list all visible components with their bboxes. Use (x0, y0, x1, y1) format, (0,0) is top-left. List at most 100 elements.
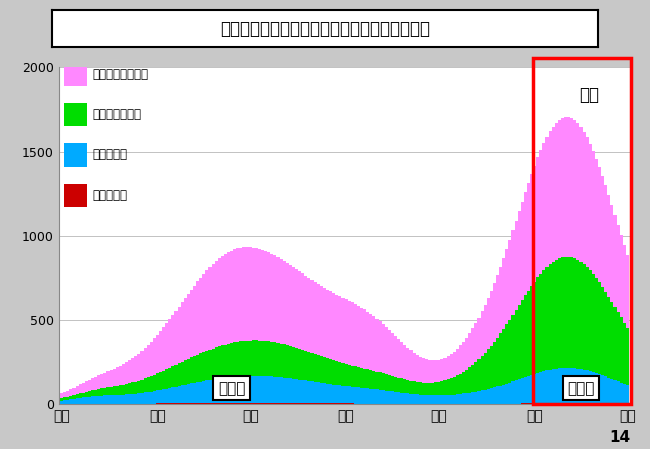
Bar (415, 382, 419, 394)
Bar (348, 387, 351, 404)
Bar (378, 321, 382, 372)
Bar (147, 345, 150, 377)
Bar (125, 362, 128, 384)
Bar (456, 349, 459, 375)
Bar (573, 403, 577, 404)
Bar (289, 346, 292, 378)
Bar (508, 320, 512, 383)
Bar (577, 403, 580, 404)
Bar (224, 254, 227, 344)
Bar (304, 380, 307, 403)
Bar (406, 380, 410, 393)
Text: ：重症者数: ：重症者数 (93, 189, 128, 202)
Bar (233, 377, 237, 403)
Bar (450, 395, 452, 404)
Bar (478, 359, 480, 391)
Bar (617, 312, 619, 382)
Bar (307, 403, 311, 404)
Bar (165, 323, 168, 369)
Bar (280, 403, 283, 404)
Text: ：宿泊療養者数: ：宿泊療養者数 (93, 108, 142, 121)
Bar (184, 361, 187, 385)
Bar (487, 298, 490, 349)
Bar (413, 394, 415, 404)
Bar (100, 374, 103, 388)
Bar (112, 369, 116, 387)
Bar (174, 387, 177, 403)
Bar (385, 391, 388, 404)
Bar (276, 403, 280, 404)
Bar (270, 254, 274, 342)
Bar (533, 166, 536, 282)
Bar (397, 339, 400, 378)
Bar (502, 385, 505, 404)
Bar (335, 403, 338, 404)
Bar (224, 378, 227, 403)
Bar (218, 258, 221, 346)
Bar (332, 403, 335, 404)
Bar (394, 392, 397, 404)
Bar (82, 397, 85, 404)
Bar (150, 376, 153, 392)
Bar (437, 382, 440, 395)
Bar (313, 354, 317, 382)
Bar (533, 282, 536, 374)
Bar (419, 382, 422, 395)
Bar (137, 393, 140, 404)
Bar (372, 316, 376, 371)
Bar (586, 403, 589, 404)
Bar (230, 377, 233, 403)
FancyBboxPatch shape (64, 184, 87, 207)
Bar (239, 248, 242, 341)
Bar (595, 403, 598, 404)
Bar (97, 375, 100, 389)
Bar (558, 368, 561, 403)
Bar (626, 255, 629, 328)
Bar (533, 374, 536, 403)
Bar (131, 358, 135, 383)
Bar (521, 300, 524, 378)
Bar (410, 350, 413, 381)
Bar (292, 267, 295, 347)
Bar (116, 386, 119, 395)
Bar (366, 388, 369, 404)
Bar (552, 262, 554, 369)
Bar (521, 378, 524, 404)
Bar (487, 349, 490, 389)
Bar (378, 372, 382, 390)
Bar (246, 341, 249, 376)
Bar (394, 336, 397, 377)
Bar (376, 389, 378, 404)
Bar (252, 340, 255, 376)
Bar (304, 403, 307, 404)
Bar (276, 343, 280, 377)
Bar (332, 361, 335, 385)
Bar (258, 340, 261, 376)
Text: 第４波: 第４波 (218, 381, 245, 396)
Bar (196, 382, 199, 403)
Bar (589, 371, 592, 403)
Bar (137, 381, 140, 393)
Bar (70, 396, 72, 399)
Bar (348, 365, 351, 387)
Bar (545, 403, 549, 404)
Bar (357, 306, 360, 367)
Bar (79, 393, 82, 398)
Bar (577, 369, 580, 403)
Bar (94, 396, 97, 404)
Bar (369, 314, 372, 370)
Bar (570, 118, 573, 257)
Bar (177, 363, 181, 386)
Bar (237, 342, 239, 376)
Bar (540, 403, 542, 404)
Bar (82, 392, 85, 397)
Bar (103, 373, 107, 388)
Bar (283, 344, 286, 378)
Bar (366, 370, 369, 388)
Bar (490, 346, 493, 388)
Bar (348, 301, 351, 365)
Bar (237, 248, 239, 342)
Bar (554, 369, 558, 403)
Bar (221, 403, 224, 404)
Bar (524, 377, 527, 404)
